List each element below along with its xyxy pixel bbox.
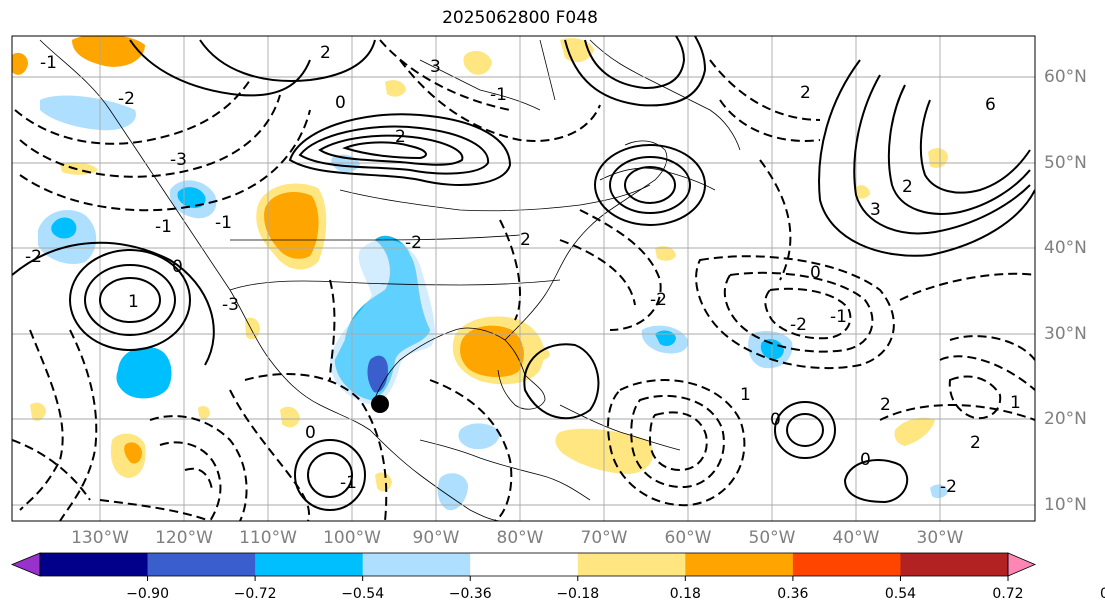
location-marker [371,395,389,413]
contour-label: 0 [860,450,871,470]
negative-contours [12,39,1035,521]
contour-label: -1 [215,213,232,233]
contour-label: 1 [128,292,139,312]
contour-label: -3 [222,295,239,315]
latitude-label: 30°N [1044,324,1087,344]
colorbar-segment [147,553,256,576]
contour-label: 2 [320,43,331,63]
colorbar-tick-label: −0.54 [341,586,385,602]
contour-label: 2 [902,177,913,197]
colorbar-segment [470,553,579,576]
contour-label: -1 [340,473,357,493]
longitude-label: 30°W [916,528,964,548]
colorbar-segment [792,553,901,576]
colorbar-segment [900,553,1009,576]
colorbar-segment [362,553,471,576]
longitude-label: 120°W [155,528,213,548]
contour-label: -1 [155,217,172,237]
map-title: 2025062800 F048 [442,8,598,28]
longitude-label: 100°W [323,528,381,548]
longitude-label: 130°W [71,528,129,548]
longitude-label: 80°W [496,528,544,548]
coastlines [39,39,741,521]
contour-label: -1 [830,307,847,327]
longitude-label: 110°W [239,528,297,548]
colorbar-tick-label: −0.36 [448,586,492,602]
contour-label: -2 [790,315,807,335]
longitude-label: 90°W [412,528,460,548]
light-negative-texas [330,239,435,405]
negative-anomaly-pacific-west [116,347,172,399]
colorbar-extend-low [10,552,41,577]
contour-label: 6 [985,95,996,115]
latitude-label: 60°N [1044,67,1087,87]
longitude-label: 40°W [832,528,880,548]
contour-label: 0 [172,257,183,277]
colorbar-segment [255,553,364,576]
positive-contours [12,36,1035,511]
contour-label: 2 [800,83,811,103]
contour-label: -1 [40,53,57,73]
contour-label: 2 [880,395,891,415]
contour-label: 3 [870,200,881,220]
colorbar-tick-label: 0.18 [669,586,701,602]
colorbar-tick-label: 0.36 [777,586,809,602]
contour-label: 2 [970,433,981,453]
colorbar-tick-label: 0.90 [1099,586,1105,602]
latitude-label: 50°N [1044,153,1087,173]
contour-label: -3 [170,150,187,170]
latitude-label: 10°N [1044,495,1087,515]
colorbar-tick-label: 0.72 [992,586,1024,602]
contour-label: 2 [520,230,531,250]
colorbar-segment [40,553,149,576]
contour-label: 3 [430,57,441,77]
shading-blobs [12,36,948,511]
colorbar-tick-label: −0.72 [233,586,277,602]
contour-label: 1 [1010,393,1021,413]
contour-label: -2 [405,233,422,253]
contour-label: -2 [940,477,957,497]
colorbar-tick-label: −0.90 [126,586,169,602]
latitude-label: 20°N [1044,409,1087,429]
longitude-label: 50°W [748,528,796,548]
contour-label: 1 [740,385,751,405]
colorbar-segment [685,553,794,576]
contour-label: -1 [490,85,507,105]
contour-label: 2 [395,127,406,147]
contour-label: 0 [305,423,316,443]
contour-label: 0 [335,93,346,113]
contour-label: -2 [118,89,135,109]
contour-label: -2 [25,247,42,267]
colorbar-tick-label: −0.18 [556,586,600,602]
longitude-label: 60°W [664,528,712,548]
colorbar-segment [577,553,686,576]
contour-label: -2 [650,290,667,310]
contour-label: 0 [810,263,821,283]
colorbar-extend-high [1007,552,1037,577]
contour-label: 0 [770,410,781,430]
longitude-label: 70°W [580,528,628,548]
graticule [12,36,1035,521]
colorbar-tick-label: 0.54 [884,586,917,602]
latitude-label: 40°N [1044,238,1087,258]
